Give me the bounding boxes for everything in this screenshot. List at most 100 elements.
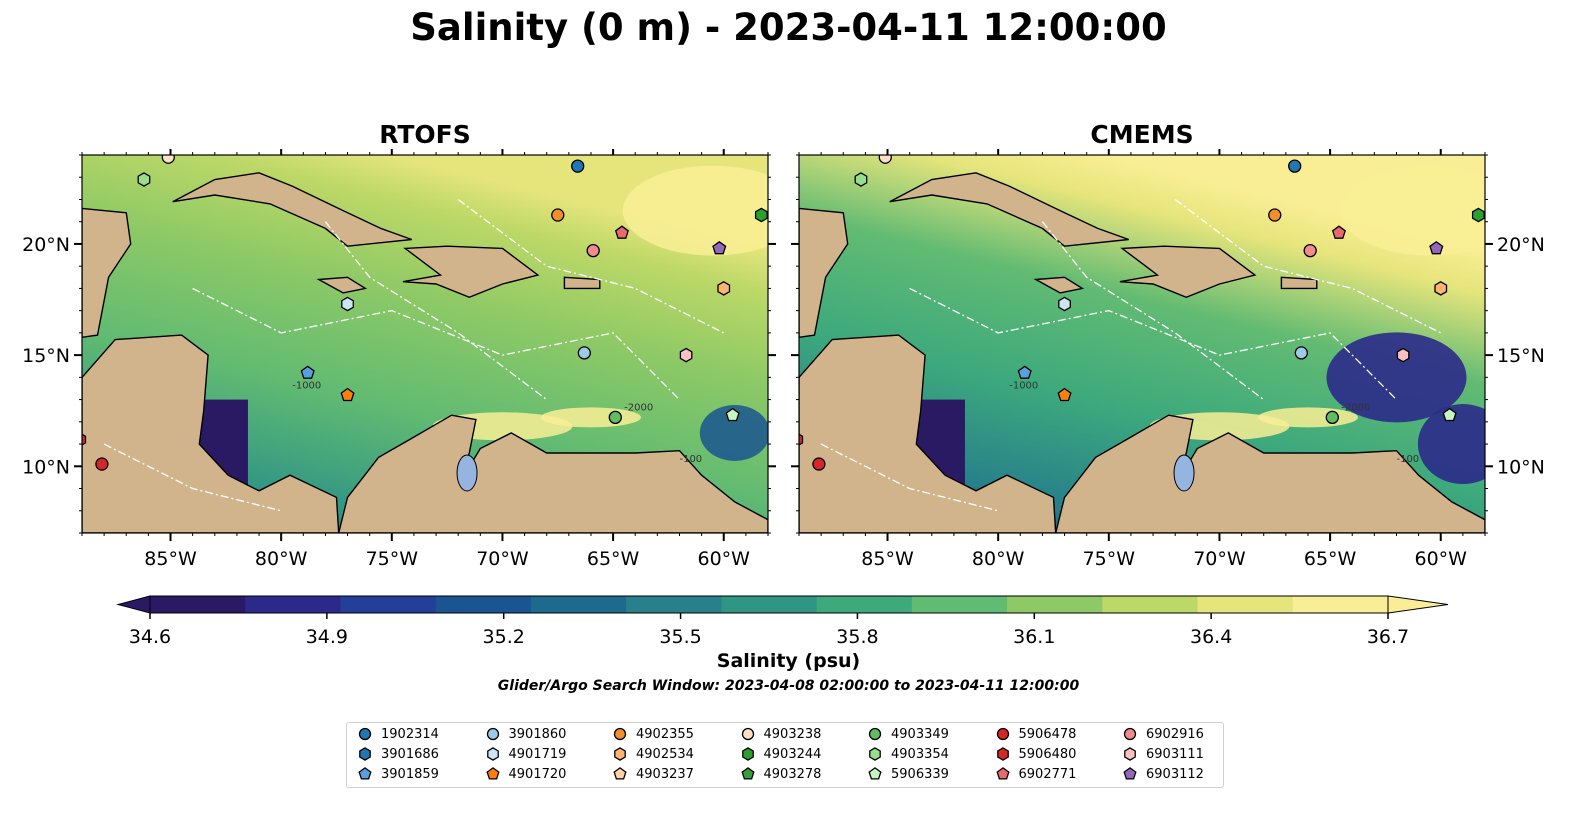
y-tick-label: 15°N [22,345,70,367]
platform-marker-3901686 [1457,104,1468,117]
legend-item-4903349: 4903349 [867,726,949,742]
platform-marker-4901720 [340,387,355,402]
legend-item-5906478: 5906478 [995,726,1076,742]
high-salinity-patch [1339,165,1485,256]
legend-marker-4902534 [614,747,626,761]
platform-marker-3901860 [1294,346,1308,360]
platform-marker-4901720 [1057,387,1072,402]
platform-marker-4902355 [1268,208,1282,222]
legend-label: 1902314 [381,726,439,742]
legend-label: 6903111 [1146,746,1204,762]
legend-marker-6903112 [1123,767,1137,780]
legend-item-4902355: 4902355 [612,726,694,742]
platform-marker-6903112 [1429,241,1444,255]
legend-item-6903112: 6903112 [1122,766,1204,782]
platform-marker-4903354 [854,172,868,187]
colorbar-segment [340,596,437,613]
legend-marker-3901860 [486,727,499,741]
legend-marker-4901719 [486,747,499,761]
legend-label: 4903238 [763,726,822,742]
platform-marker-4902534 [1434,281,1448,296]
legend-marker-4903244 [741,747,754,761]
land-puertoRico [563,276,601,290]
colorbar-frame [149,595,1389,614]
legend-label: 4903237 [636,766,694,782]
platform-marker-6903112 [712,241,727,255]
legend-item-3901859: 3901859 [357,766,439,782]
legend-item-4902534: 4902534 [612,746,694,762]
platform-marker-4903349 [1325,410,1339,425]
x-tick-label: 85°W [144,548,197,570]
legend-label: 4902534 [636,746,694,762]
land-cuba [889,172,1129,247]
figure-title: Salinity (0 m) - 2023-04-11 12:00:00 [410,6,1167,49]
platform-marker-3901686 [740,104,751,117]
land-jamaica [1033,276,1085,294]
panel-title-cmems: CMEMS [1090,120,1194,149]
platform-marker-4903238 [878,155,892,164]
legend-item-6902916: 6902916 [1122,726,1204,742]
legend-item-6903111: 6903111 [1122,746,1204,762]
land-yucatan [799,207,849,339]
colorbar-tick-label: 36.7 [1367,626,1409,648]
legend-label: 3901860 [508,726,567,742]
eez-boundary [1174,198,1441,334]
legend-label: 3901859 [381,766,439,782]
eez-boundary [192,287,680,401]
colorbar-segment [1102,596,1199,613]
land-centralAmerica [82,334,340,533]
legend-item-4903238: 4903238 [740,726,822,742]
lake-maracaibo [1173,454,1195,492]
legend-marker-3901859 [358,767,372,780]
map-frame [81,154,769,534]
platform-marker-4901719 [341,296,354,312]
land-hispaniola [402,245,540,299]
contour-label: -100 [1396,454,1419,465]
y-tick-label: 10°N [1497,456,1545,478]
colorbar-tick-label: 36.4 [1190,626,1232,648]
platform-marker-3901860 [577,346,591,360]
y-tick-label: 15°N [1497,345,1545,367]
legend-item-3901860: 3901860 [485,726,567,742]
legend-label: 6902771 [1018,766,1077,782]
legend-marker-5906478 [996,727,1009,741]
legend-marker-4903237 [613,767,627,780]
eez-boundary [1041,221,1265,401]
platform-marker-1902314 [571,159,585,173]
colorbar-segment [1197,596,1294,613]
legend-marker-4903278 [740,767,755,780]
colorbar-tick-label: 34.9 [306,626,348,648]
x-tick-label: 80°W [255,548,308,570]
platform-marker-6902916 [1303,243,1317,258]
map-panel-cmems: -100 -1000 -2000 85°W 80°W 75°W 70°W 65°W 60°W 10… [791,104,1545,570]
contour-label: -1000 [292,380,321,391]
legend-label: 3901686 [381,746,439,762]
platform-marker-4903349 [608,410,622,425]
eez-boundary [324,221,548,401]
land-cuba [172,172,412,247]
legend-item-4901720: 4901720 [485,766,566,782]
x-tick-label: 75°W [366,548,419,570]
legend-marker-1902314 [358,727,372,741]
platform-marker-3901859 [1017,365,1032,379]
colorbar-segment [626,596,722,613]
y-tick-label: 10°N [22,456,70,478]
eez-boundary [909,287,1397,401]
legend-label: 5906339 [891,766,949,782]
search-window-text: Glider/Argo Search Window: 2023-04-08 02… [497,678,1080,694]
x-tick-label: 80°W [972,548,1025,570]
contour-label: -2000 [1341,403,1370,414]
map-panel-rtofs: -100 -1000 -2000 85°W 80°W 75°W 70°W 65°W 60°W 10… [22,104,776,570]
platform-marker-4903238 [161,155,175,164]
platform-marker-5906478 [812,457,826,471]
legend-label: 4903349 [891,726,949,742]
contour-label: -100 [679,454,702,465]
colorbar-segment [1007,596,1103,613]
land-centralAmerica [799,334,1057,533]
colorbar-segment [911,596,1008,613]
contour-label: -2000 [624,403,653,414]
platform-marker-5906339 [1442,407,1457,422]
legend-marker-4903238 [741,727,754,741]
legend-marker-4903354 [869,747,881,761]
high-salinity-patch [622,165,768,256]
